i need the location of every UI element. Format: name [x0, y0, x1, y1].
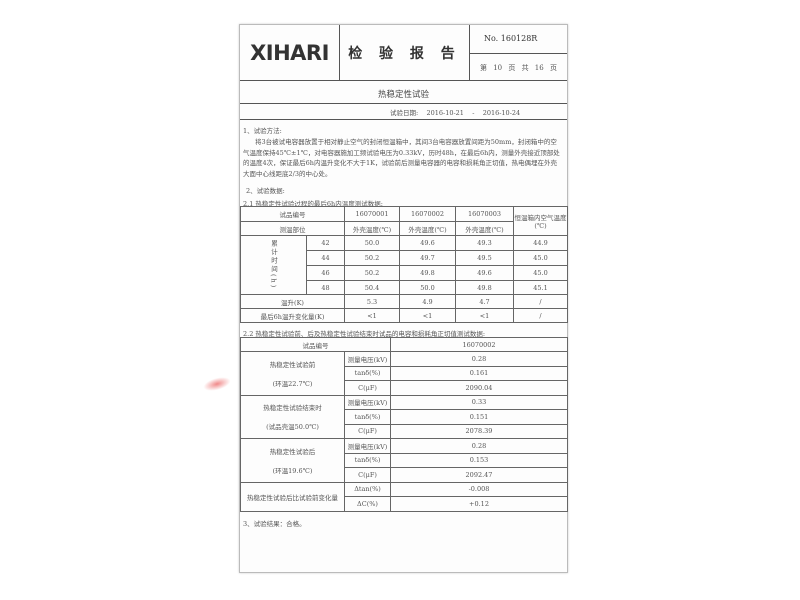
- page-indicator: 第 10 页 共 16 页: [480, 64, 557, 72]
- temperature-table: 试品编号 16070001 16070002 16070003 恒温箱内空气温度(℃) …: [240, 206, 568, 323]
- param-label: C(μF): [344, 467, 391, 483]
- param-value: 0.33: [390, 394, 568, 410]
- date-sep: -: [472, 109, 475, 117]
- param-value: 0.151: [390, 409, 568, 425]
- temp-cell: 44.9: [513, 235, 568, 251]
- data-heading: 2、试验数据:: [246, 187, 285, 195]
- param-value: 0.28: [390, 438, 568, 454]
- change-label: 热稳定性试验后比试验前变化量: [240, 481, 345, 512]
- change-cell: <1: [399, 308, 456, 323]
- temp-cell: 50.4: [344, 280, 400, 295]
- date-start: 2016-10-21: [426, 109, 464, 117]
- temp-cell: 50.2: [344, 250, 400, 266]
- shell-temp-header: 外壳温度(℃): [399, 221, 456, 236]
- temp-cell: 49.5: [455, 250, 514, 266]
- param-label: 测量电压(kV): [344, 351, 391, 367]
- condition-group: 热稳定性试验后 (环温19.6℃): [240, 438, 345, 483]
- rise-label: 温升(K): [240, 294, 345, 309]
- sample-id: 16070001: [344, 206, 400, 222]
- table2-caption: 2.2 热稳定性试验前、后及热稳定性试验结束时试品的电容和损耗角正切值测试数据:: [243, 330, 486, 338]
- param-value: 0.153: [390, 452, 568, 468]
- result-text: 3、试验结果：合格。: [243, 520, 306, 528]
- group-name: 热稳定性试验前: [269, 360, 316, 369]
- sample-id: 16070002: [390, 337, 568, 352]
- param-label: Δtan(%): [344, 481, 391, 497]
- hour-cell: 42: [306, 235, 345, 251]
- change-cell: <1: [344, 308, 400, 323]
- temp-cell: 49.6: [455, 265, 514, 281]
- sample-label: 试品编号: [240, 206, 345, 222]
- temp-cell: 49.8: [399, 265, 456, 281]
- hour-cell: 46: [306, 265, 345, 281]
- temp-cell: 50.2: [344, 265, 400, 281]
- temp-cell: 45.1: [513, 280, 568, 295]
- param-label: 测量电压(kV): [344, 394, 391, 410]
- param-label: tanδ(%): [344, 365, 391, 381]
- group-name: 热稳定性试验后: [269, 447, 316, 456]
- param-label: C(μF): [344, 380, 391, 396]
- condition-group: 热稳定性试验前 (环温22.7℃): [240, 351, 345, 396]
- param-label: tanδ(%): [344, 409, 391, 425]
- shell-temp-header: 外壳温度(℃): [344, 221, 400, 236]
- rise-cell: /: [513, 294, 568, 309]
- rise-cell: 4.7: [455, 294, 514, 309]
- sample-label: 试品编号: [240, 337, 391, 352]
- group-condition: (环温19.6℃): [272, 466, 313, 475]
- rise-cell: 5.3: [344, 294, 400, 309]
- condition-group: 热稳定性试验结束时 (试品壳温50.0℃): [240, 394, 345, 439]
- temp-cell: 45.0: [513, 265, 568, 281]
- section-title: 热稳定性试验: [240, 81, 567, 104]
- hour-cell: 48: [306, 280, 345, 295]
- date-end: 2016-10-24: [482, 109, 521, 117]
- param-value: -0.008: [390, 481, 568, 497]
- test-date: 试验日期: 2016-10-21 - 2016-10-24: [240, 104, 567, 120]
- hour-cell: 44: [306, 250, 345, 266]
- sample-id: 16070003: [455, 206, 514, 222]
- temp-cell: 50.0: [344, 235, 400, 251]
- method-heading: 1、试验方法:: [243, 127, 282, 135]
- change-cell: <1: [455, 308, 514, 323]
- param-label: tanδ(%): [344, 452, 391, 468]
- time-label: 累计时间(h): [240, 235, 307, 295]
- company-logo: XIHARI: [240, 25, 340, 81]
- param-value: 0.161: [390, 365, 568, 381]
- position-label: 测温部位: [240, 221, 345, 236]
- temp-cell: 49.6: [399, 235, 456, 251]
- param-label: 测量电压(kV): [344, 438, 391, 454]
- temp-cell: 49.3: [455, 235, 514, 251]
- param-label: ΔC(%): [344, 496, 391, 512]
- box-temp-header: 恒温箱内空气温度(℃): [513, 206, 568, 236]
- ink-smudge: [201, 374, 233, 394]
- param-value: 2078.39: [390, 423, 568, 439]
- table1-caption: 2.1 热稳定性试验过程的最后6h内温度测试数据:: [243, 200, 383, 208]
- change-label: 最后6h温升变化量(K): [240, 308, 345, 323]
- sample-id: 16070002: [399, 206, 456, 222]
- group-condition: (环温22.7℃): [272, 379, 313, 388]
- temp-cell: 49.7: [399, 250, 456, 266]
- rise-cell: 4.9: [399, 294, 456, 309]
- date-label: 试验日期:: [390, 109, 419, 117]
- param-value: 2090.04: [390, 380, 568, 396]
- param-value: 0.28: [390, 351, 568, 367]
- param-value: 2092.47: [390, 467, 568, 483]
- capacitance-table: 试品编号 16070002 热稳定性试验前 (环温22.7℃) 测量电压(kV) 0.2…: [240, 337, 568, 512]
- report-header: XIHARI 检 验 报 告 No. 160128R 第 10 页 共 16 页: [240, 25, 567, 81]
- param-label: C(μF): [344, 423, 391, 439]
- change-cell: /: [513, 308, 568, 323]
- temp-cell: 49.8: [455, 280, 514, 295]
- method-text: 将3台被试电容器放置于相对静止空气的封闭恒温箱中，其间3台电容器放置间距为50m…: [243, 138, 560, 178]
- shell-temp-header: 外壳温度(℃): [455, 221, 514, 236]
- report-title: 检 验 报 告: [340, 25, 470, 81]
- temp-cell: 45.0: [513, 250, 568, 266]
- group-condition: (试品壳温50.0℃): [266, 423, 319, 432]
- temp-cell: 50.0: [399, 280, 456, 295]
- report-number: No. 160128R: [470, 25, 567, 54]
- report-page: XIHARI 检 验 报 告 No. 160128R 第 10 页 共 16 页…: [239, 24, 568, 573]
- param-value: +0.12: [390, 496, 568, 512]
- group-name: 热稳定性试验结束时: [263, 404, 322, 413]
